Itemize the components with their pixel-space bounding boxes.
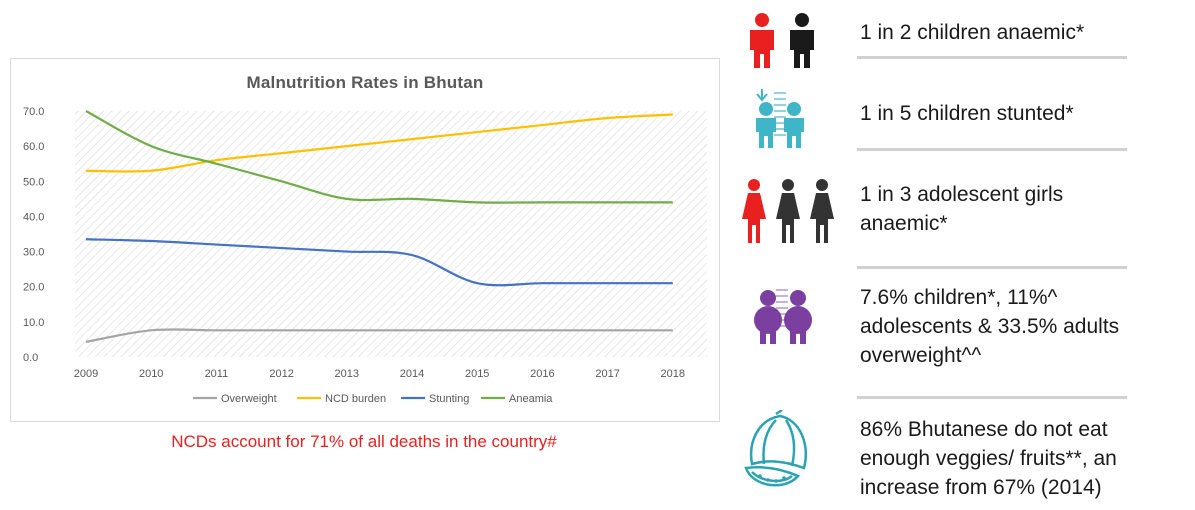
overweight-children-icon xyxy=(754,289,812,344)
x-tick-label: 2015 xyxy=(465,368,489,380)
series-line-stunting xyxy=(85,238,673,287)
x-tick-label: 2013 xyxy=(335,368,359,380)
stat-line: 7.6% children*, 11%^ xyxy=(860,286,1058,309)
y-tick-label: 40.0 xyxy=(23,211,44,223)
stat-children-stunted: 1 in 5 children stunted* xyxy=(740,85,1195,155)
legend-label: Overweight xyxy=(221,393,277,405)
y-tick-label: 70.0 xyxy=(23,106,44,118)
divider xyxy=(857,396,1127,399)
stat-line: increase from 67% (2014) xyxy=(860,476,1102,499)
y-tick-label: 30.0 xyxy=(23,247,44,259)
stat-text: 1 in 5 children stunted* xyxy=(860,99,1074,128)
stat-overweight: 7.6% children*, 11%^ adolescents & 33.5%… xyxy=(740,280,1195,380)
x-tick-label: 2011 xyxy=(205,368,229,380)
chart-title: Malnutrition Rates in Bhutan xyxy=(246,73,484,92)
stat-girls-anaemic: 1 in 3 adolescent girls anaemic* xyxy=(740,175,1195,250)
legend-label: Stunting xyxy=(429,393,469,405)
x-tick-label: 2014 xyxy=(400,368,424,380)
y-tick-label: 50.0 xyxy=(23,176,44,188)
y-tick-label: 10.0 xyxy=(23,317,44,329)
stat-line: 86% Bhutanese do not eat xyxy=(860,418,1108,441)
legend-label: Aneamia xyxy=(509,393,553,405)
series-line-overweight xyxy=(85,328,673,343)
stat-text: 86% Bhutanese do not eat enough veggies/… xyxy=(860,415,1117,502)
plot-area xyxy=(75,111,707,357)
stat-text: 1 in 3 adolescent girls anaemic* xyxy=(860,180,1063,238)
divider xyxy=(857,148,1127,151)
stat-text: 1 in 2 children anaemic* xyxy=(860,18,1084,47)
adolescent-girls-icon xyxy=(742,179,834,243)
x-tick-label: 2018 xyxy=(661,368,685,380)
watermelon-icon xyxy=(744,410,807,487)
series-line-ncd-burden xyxy=(85,113,673,173)
stat-line: 1 in 3 adolescent girls xyxy=(860,183,1064,206)
stat-line: 1 in 2 children anaemic* xyxy=(860,21,1085,44)
divider xyxy=(857,266,1127,269)
stat-veggies-fruits: 86% Bhutanese do not eat enough veggies/… xyxy=(740,410,1195,510)
x-tick-label: 2016 xyxy=(530,368,554,380)
x-tick-label: 2010 xyxy=(139,368,163,380)
y-tick-label: 60.0 xyxy=(23,141,44,153)
stat-children-anaemic: 1 in 2 children anaemic* xyxy=(740,10,1195,70)
x-tick-label: 2012 xyxy=(269,368,293,380)
child-pair-icon xyxy=(750,13,814,68)
legend-label: NCD burden xyxy=(325,393,386,405)
children-height-chart-icon xyxy=(756,89,804,148)
x-tick-label: 2017 xyxy=(595,368,619,380)
x-tick-label: 2009 xyxy=(74,368,98,380)
chart-panel: 0.0 10.0 20.0 30.0 40.0 50.0 60.0 70.0 2009 2010… xyxy=(10,58,720,422)
stat-line: enough veggies/ fruits**, an xyxy=(860,447,1117,470)
stat-text: 7.6% children*, 11%^ adolescents & 33.5%… xyxy=(860,283,1119,370)
stat-line: overweight^^ xyxy=(860,344,982,367)
stat-line: 1 in 5 children stunted* xyxy=(860,102,1074,125)
divider xyxy=(857,56,1127,59)
series-line-aneamia xyxy=(85,110,673,204)
ncd-deaths-note: NCDs account for 71% of all deaths in th… xyxy=(171,432,557,451)
malnutrition-line-chart: 0.0 10.0 20.0 30.0 40.0 50.0 60.0 70.0 2009 2010… xyxy=(23,106,707,405)
stat-line: anaemic* xyxy=(860,212,948,235)
stat-line: adolescents & 33.5% adults xyxy=(860,315,1120,338)
y-tick-label: 20.0 xyxy=(23,282,44,294)
y-tick-label: 0.0 xyxy=(23,352,38,364)
